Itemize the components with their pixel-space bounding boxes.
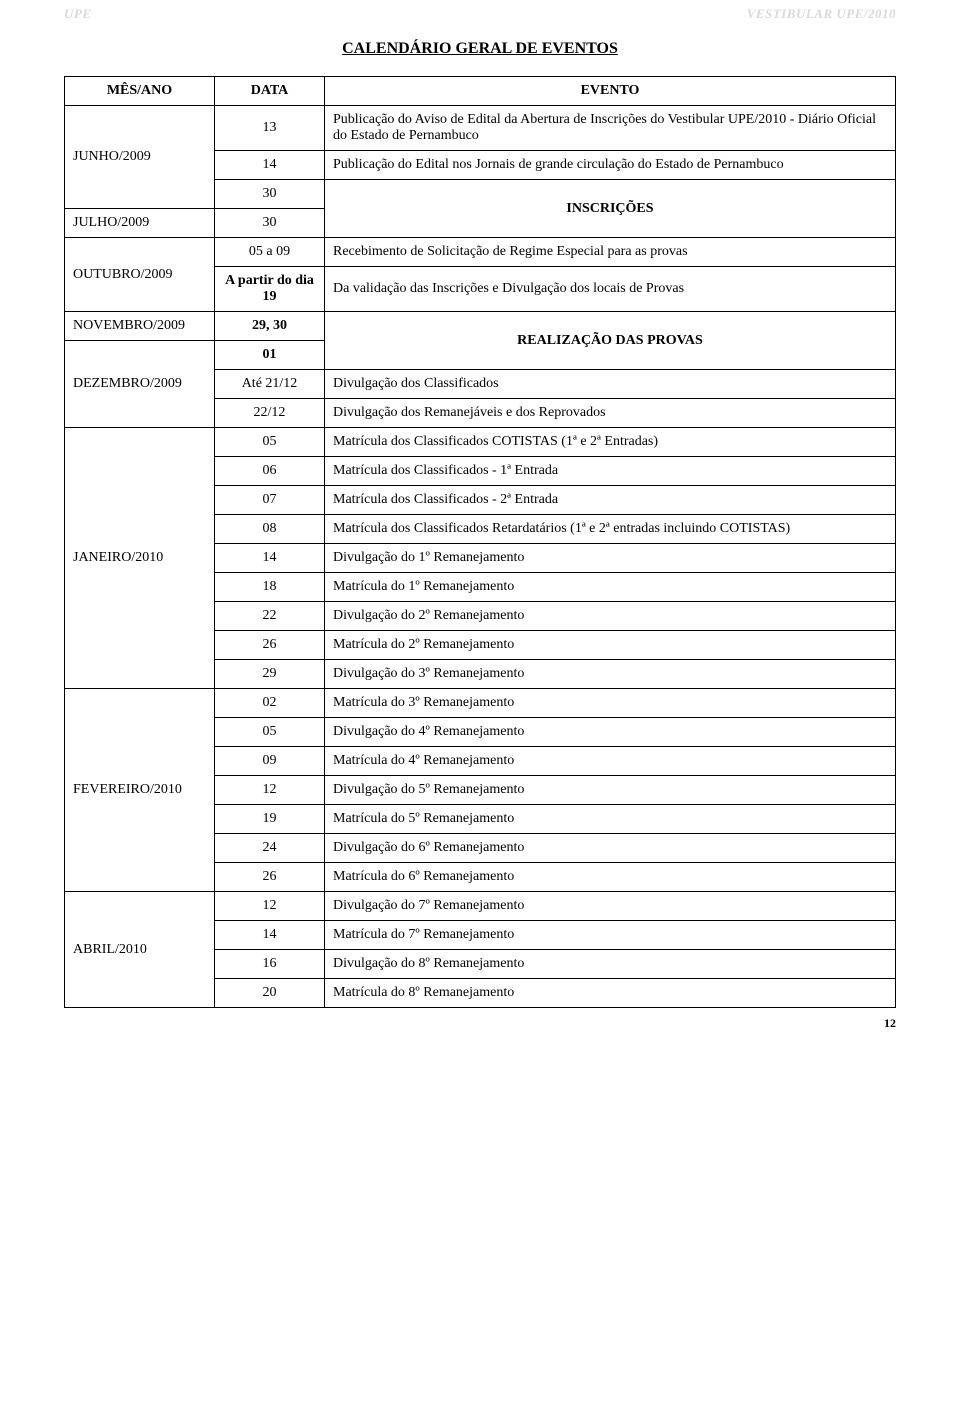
cell-data: 26 bbox=[215, 863, 325, 892]
cell-mes: NOVEMBRO/2009 bbox=[65, 312, 215, 341]
cell-evento: Matrícula do 7º Remanejamento bbox=[325, 921, 896, 950]
cell-data: 05 a 09 bbox=[215, 238, 325, 267]
cell-evento: REALIZAÇÃO DAS PROVAS bbox=[325, 312, 896, 370]
cell-evento: Divulgação do 8º Remanejamento bbox=[325, 950, 896, 979]
cell-data: 20 bbox=[215, 979, 325, 1008]
cell-evento: Divulgação do 4º Remanejamento bbox=[325, 718, 896, 747]
cell-evento: Divulgação do 2º Remanejamento bbox=[325, 602, 896, 631]
cell-evento: Matrícula do 6º Remanejamento bbox=[325, 863, 896, 892]
cell-evento: Publicação do Edital nos Jornais de gran… bbox=[325, 151, 896, 180]
cell-data: 22 bbox=[215, 602, 325, 631]
cell-mes: JULHO/2009 bbox=[65, 209, 215, 238]
cell-evento: Divulgação do 7º Remanejamento bbox=[325, 892, 896, 921]
table-row: JANEIRO/201005Matrícula dos Classificado… bbox=[65, 428, 896, 457]
document-page: UPE VESTIBULAR UPE/2010 CALENDÁRIO GERAL… bbox=[0, 0, 960, 1071]
cell-data: 30 bbox=[215, 209, 325, 238]
events-table: MÊS/ANO DATA EVENTO JUNHO/200913Publicaç… bbox=[64, 76, 896, 1008]
cell-data: 29, 30 bbox=[215, 312, 325, 341]
watermark-right: VESTIBULAR UPE/2010 bbox=[747, 6, 896, 22]
cell-evento: INSCRIÇÕES bbox=[325, 180, 896, 238]
cell-evento: Matrícula do 8º Remanejamento bbox=[325, 979, 896, 1008]
cell-data: 18 bbox=[215, 573, 325, 602]
cell-data: 06 bbox=[215, 457, 325, 486]
header-data: DATA bbox=[215, 77, 325, 106]
table-header-row: MÊS/ANO DATA EVENTO bbox=[65, 77, 896, 106]
page-title: CALENDÁRIO GERAL DE EVENTOS bbox=[64, 40, 896, 58]
table-row: ABRIL/201012Divulgação do 7º Remanejamen… bbox=[65, 892, 896, 921]
cell-data: 12 bbox=[215, 892, 325, 921]
table-row: JUNHO/200913Publicação do Aviso de Edita… bbox=[65, 106, 896, 151]
cell-data: 14 bbox=[215, 921, 325, 950]
cell-evento: Divulgação dos Remanejáveis e dos Reprov… bbox=[325, 399, 896, 428]
cell-data: 24 bbox=[215, 834, 325, 863]
page-number: 12 bbox=[64, 1016, 896, 1031]
cell-data: 19 bbox=[215, 805, 325, 834]
cell-mes: FEVEREIRO/2010 bbox=[65, 689, 215, 892]
watermark-left: UPE bbox=[64, 6, 92, 22]
cell-data: 05 bbox=[215, 718, 325, 747]
cell-mes: OUTUBRO/2009 bbox=[65, 238, 215, 312]
cell-data: 14 bbox=[215, 544, 325, 573]
cell-evento: Matrícula dos Classificados Retardatário… bbox=[325, 515, 896, 544]
cell-data: 09 bbox=[215, 747, 325, 776]
cell-data: 01 bbox=[215, 341, 325, 370]
cell-data: 07 bbox=[215, 486, 325, 515]
cell-evento: Matrícula do 1º Remanejamento bbox=[325, 573, 896, 602]
cell-evento: Divulgação do 3º Remanejamento bbox=[325, 660, 896, 689]
cell-evento: Publicação do Aviso de Edital da Abertur… bbox=[325, 106, 896, 151]
cell-evento: Divulgação do 1º Remanejamento bbox=[325, 544, 896, 573]
cell-evento: Matrícula dos Classificados - 1ª Entrada bbox=[325, 457, 896, 486]
table-body: JUNHO/200913Publicação do Aviso de Edita… bbox=[65, 106, 896, 1008]
cell-evento: Recebimento de Solicitação de Regime Esp… bbox=[325, 238, 896, 267]
cell-data: 16 bbox=[215, 950, 325, 979]
cell-evento: Divulgação do 6º Remanejamento bbox=[325, 834, 896, 863]
cell-data: 29 bbox=[215, 660, 325, 689]
cell-data: 30 bbox=[215, 180, 325, 209]
cell-data: 12 bbox=[215, 776, 325, 805]
cell-evento: Matrícula do 3º Remanejamento bbox=[325, 689, 896, 718]
cell-data: 22/12 bbox=[215, 399, 325, 428]
table-row: OUTUBRO/200905 a 09Recebimento de Solici… bbox=[65, 238, 896, 267]
cell-data: 13 bbox=[215, 106, 325, 151]
cell-data: 08 bbox=[215, 515, 325, 544]
table-row: FEVEREIRO/201002Matrícula do 3º Remaneja… bbox=[65, 689, 896, 718]
cell-evento: Matrícula do 5º Remanejamento bbox=[325, 805, 896, 834]
cell-evento: Divulgação dos Classificados bbox=[325, 370, 896, 399]
cell-data: 14 bbox=[215, 151, 325, 180]
header-evento: EVENTO bbox=[325, 77, 896, 106]
table-row: NOVEMBRO/200929, 30REALIZAÇÃO DAS PROVAS bbox=[65, 312, 896, 341]
cell-evento: Da validação das Inscrições e Divulgação… bbox=[325, 267, 896, 312]
cell-evento: Matrícula dos Classificados COTISTAS (1ª… bbox=[325, 428, 896, 457]
cell-data: A partir do dia 19 bbox=[215, 267, 325, 312]
cell-mes: ABRIL/2010 bbox=[65, 892, 215, 1008]
cell-mes: JUNHO/2009 bbox=[65, 106, 215, 209]
cell-evento: Divulgação do 5º Remanejamento bbox=[325, 776, 896, 805]
cell-mes: DEZEMBRO/2009 bbox=[65, 341, 215, 428]
cell-evento: Matrícula do 2º Remanejamento bbox=[325, 631, 896, 660]
header-mes: MÊS/ANO bbox=[65, 77, 215, 106]
cell-evento: Matrícula dos Classificados - 2ª Entrada bbox=[325, 486, 896, 515]
cell-data: Até 21/12 bbox=[215, 370, 325, 399]
cell-evento: Matrícula do 4º Remanejamento bbox=[325, 747, 896, 776]
cell-data: 26 bbox=[215, 631, 325, 660]
cell-data: 02 bbox=[215, 689, 325, 718]
cell-data: 05 bbox=[215, 428, 325, 457]
cell-mes: JANEIRO/2010 bbox=[65, 428, 215, 689]
